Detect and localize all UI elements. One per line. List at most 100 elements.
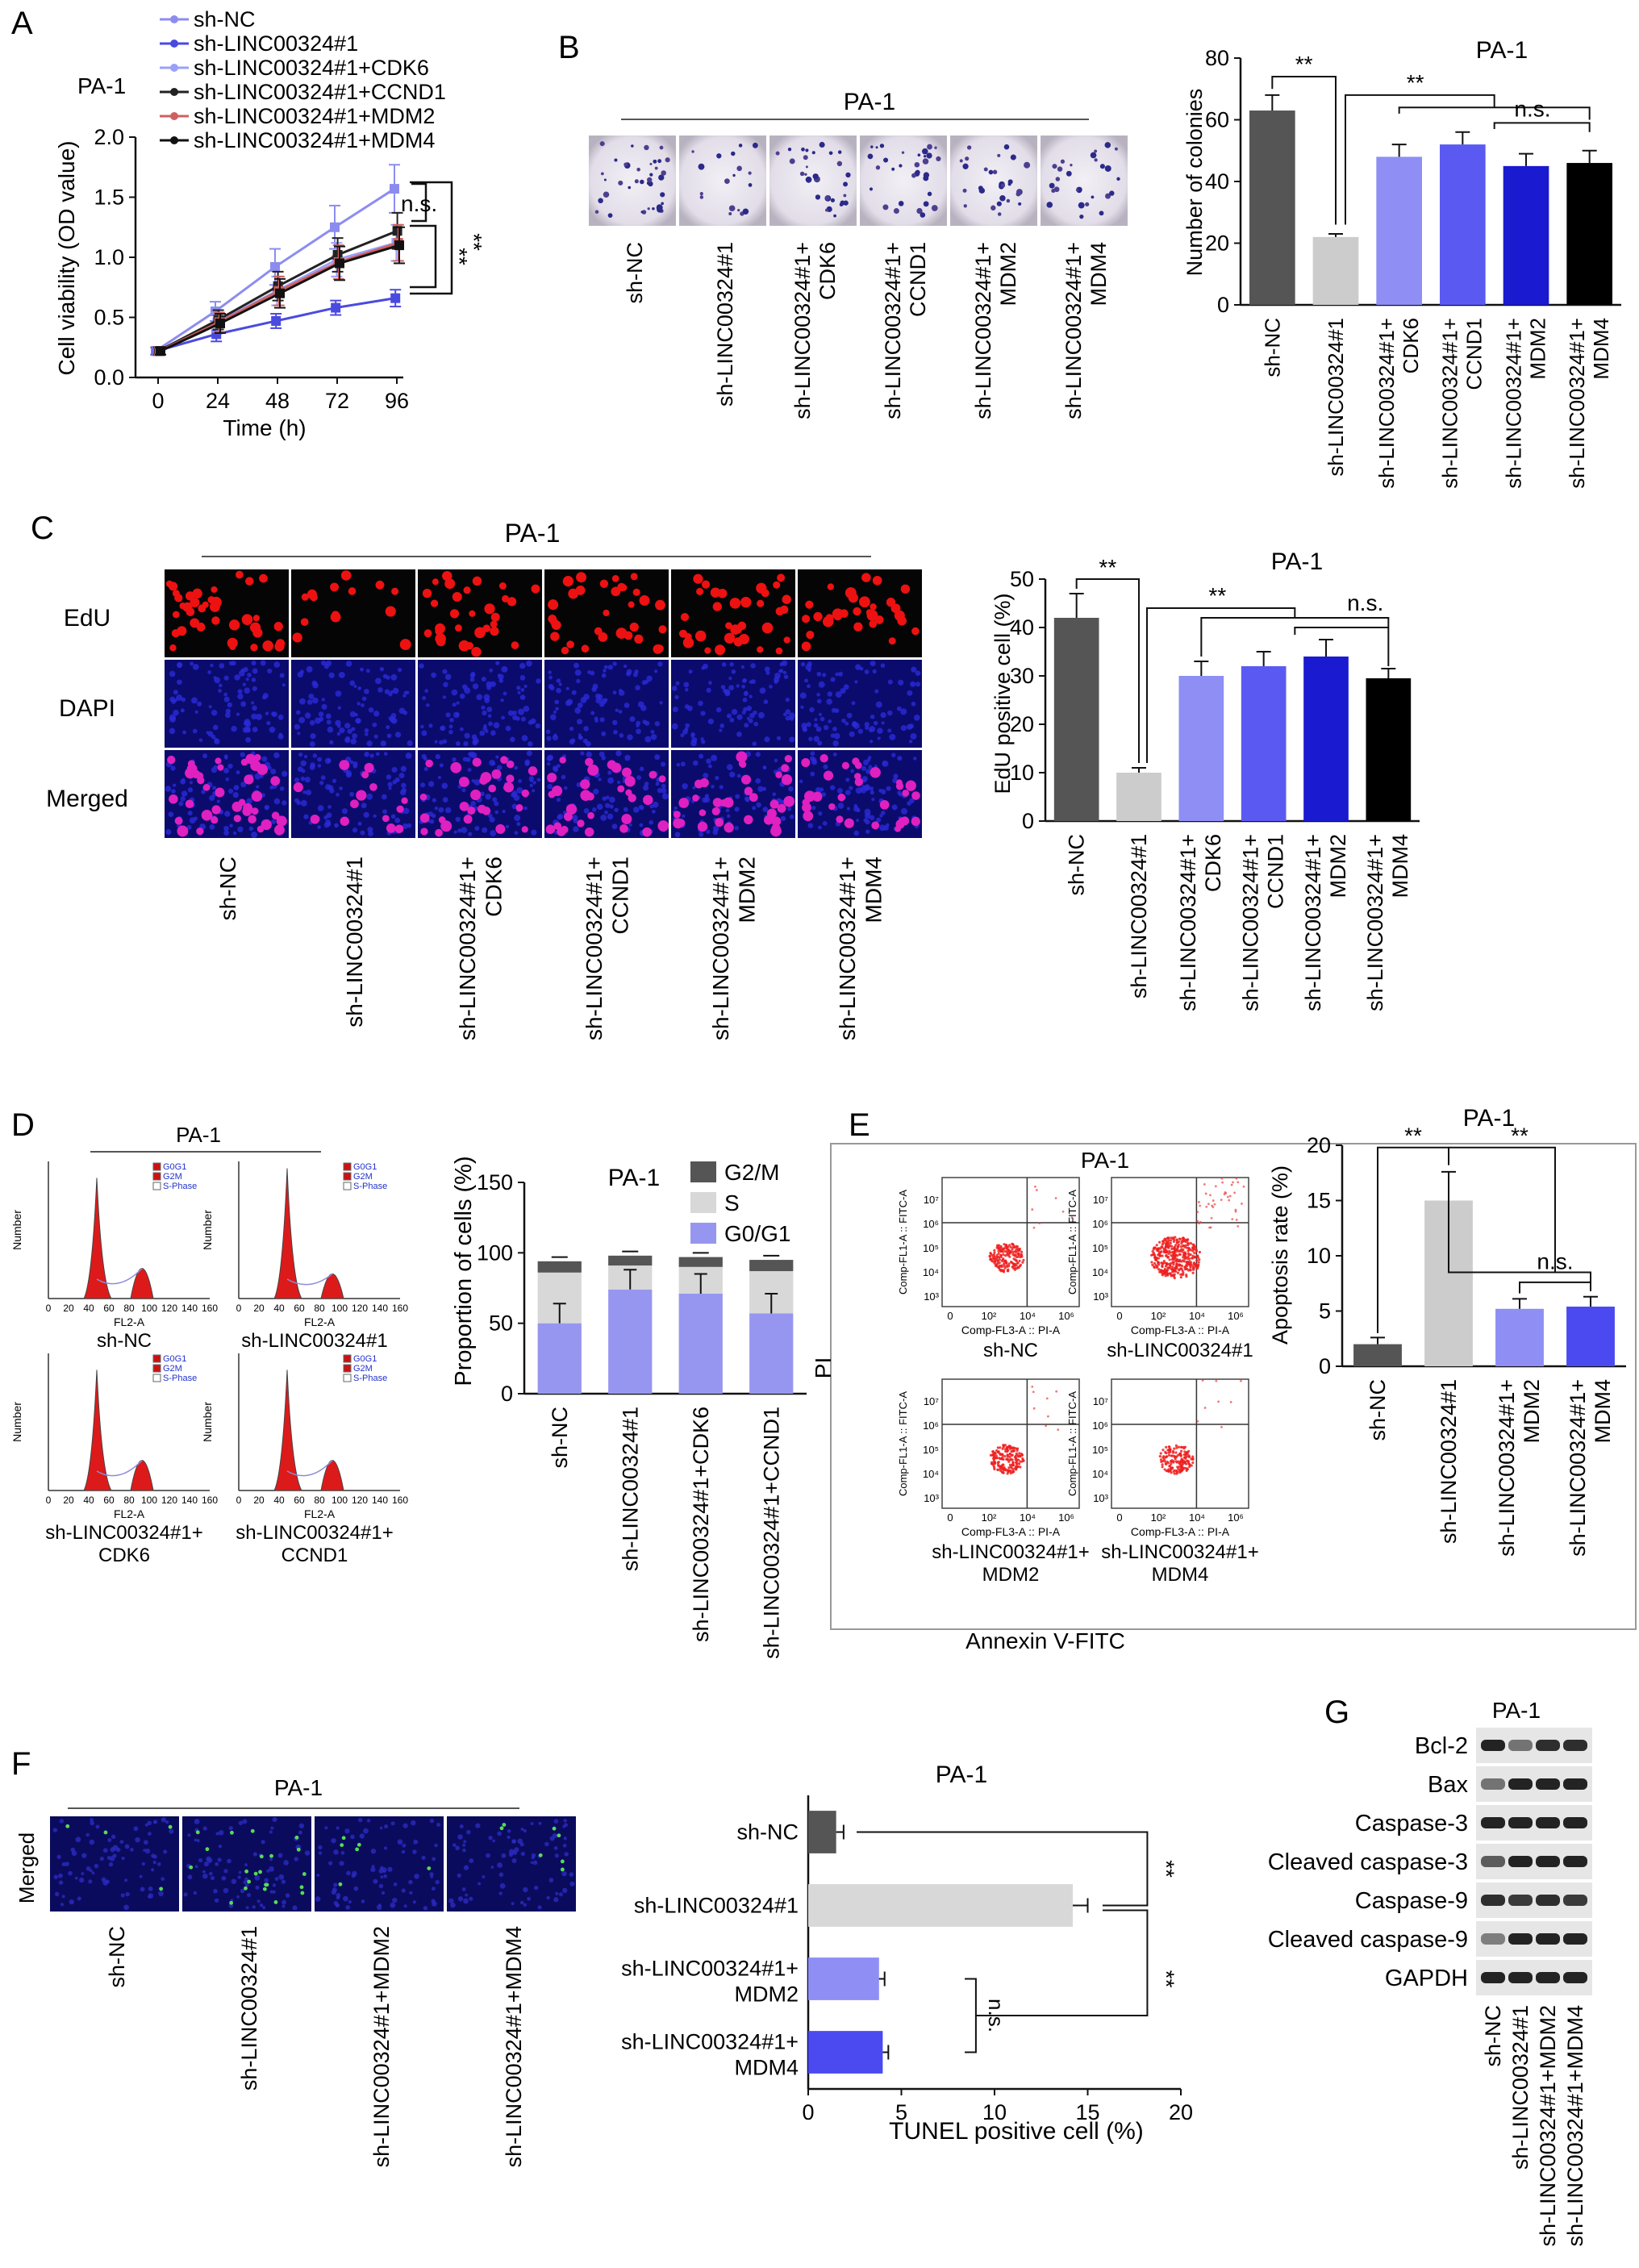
dapi-nucleus: [701, 740, 706, 744]
category-label: sh-LINC00324#1+MDM4: [1565, 318, 1613, 489]
flow-event: [1170, 1244, 1174, 1248]
dapi-nucleus: [345, 661, 352, 667]
dapi-nucleus: [70, 1847, 75, 1853]
edu-nucleus: [781, 773, 793, 786]
dapi-nucleus: [636, 775, 641, 781]
legend-marker: [170, 15, 178, 23]
flow-y-tick: 10⁷: [1093, 1395, 1108, 1407]
dapi-nucleus: [161, 1877, 165, 1882]
dapi-nucleus: [650, 730, 655, 734]
dapi-nucleus: [352, 761, 358, 766]
y-tick-label: 0: [1319, 1354, 1331, 1378]
edu-nucleus: [777, 803, 786, 813]
dapi-nucleus: [609, 796, 615, 803]
dapi-nucleus: [483, 694, 490, 701]
dapi-nucleus: [885, 823, 890, 828]
tunel-positive-cell: [230, 1830, 234, 1835]
dapi-nucleus: [252, 705, 257, 711]
dapi-nucleus: [816, 671, 822, 677]
panel-a-line-chart: PA-1 sh-NCsh-LINC00324#1sh-LINC00324#1+C…: [54, 7, 486, 440]
dapi-nucleus: [341, 808, 348, 815]
edu-nucleus: [805, 600, 814, 609]
colony: [787, 148, 792, 152]
edu-nucleus: [292, 632, 302, 643]
flow-y-tick: 10³: [1093, 1290, 1108, 1303]
blot-band: [1508, 1895, 1533, 1906]
flow-event: [1153, 1265, 1156, 1269]
dapi-nucleus: [780, 815, 786, 821]
edu-nucleus: [900, 584, 911, 594]
flow-event: [1187, 1248, 1191, 1252]
dapi-nucleus: [772, 792, 777, 797]
dapi-nucleus: [530, 718, 536, 724]
hist-x-label: FL2-A: [304, 1507, 336, 1520]
edu-nucleus: [454, 624, 462, 632]
category-label-line: MDM2: [1520, 1379, 1544, 1444]
dapi-nucleus: [618, 690, 625, 696]
flow-x-tick: 10²: [1151, 1511, 1166, 1524]
flow-event: [1010, 1449, 1013, 1453]
dapi-nucleus: [252, 686, 257, 691]
dapi-nucleus: [891, 804, 898, 811]
dapi-nucleus: [214, 1898, 219, 1903]
flow-event-apoptotic: [1196, 1219, 1199, 1223]
colony: [661, 170, 666, 176]
dapi-nucleus: [228, 1825, 233, 1831]
dapi-nucleus: [520, 1828, 524, 1831]
edu-nucleus: [207, 596, 215, 604]
colony: [965, 156, 970, 161]
hist-y-label: Number: [10, 1210, 23, 1250]
dapi-nucleus: [197, 701, 202, 707]
dapi-nucleus: [489, 668, 494, 673]
edu-nucleus: [911, 816, 920, 827]
image-label: sh-NC: [215, 857, 240, 920]
flow-event-apoptotic: [1196, 1420, 1199, 1423]
edu-nucleus: [813, 611, 823, 622]
dapi-nucleus: [194, 1838, 198, 1842]
dapi-nucleus: [207, 670, 211, 674]
dapi-nucleus: [715, 775, 719, 781]
dapi-nucleus: [783, 674, 789, 679]
dapi-nucleus: [259, 1903, 264, 1907]
category-label: sh-LINC00324#1+: [621, 2030, 799, 2054]
flow-x-tick: 10²: [982, 1511, 997, 1524]
colony: [728, 205, 736, 212]
dapi-nucleus: [725, 808, 730, 813]
dapi-nucleus: [123, 1904, 129, 1911]
dapi-nucleus: [757, 711, 765, 719]
edu-nucleus: [701, 580, 711, 589]
lane-label: sh-LINC00324#1+MDM2: [1536, 2005, 1560, 2246]
edu-nucleus: [250, 760, 261, 771]
dapi-nucleus: [519, 1900, 524, 1905]
edu-nucleus: [548, 790, 556, 798]
dapi-nucleus: [706, 829, 711, 834]
tunel-positive-cell: [552, 1826, 557, 1831]
bar-2: [1312, 236, 1359, 305]
dapi-nucleus: [526, 660, 532, 667]
dapi-nucleus: [277, 733, 284, 740]
hist-legend-entry: S-Phase: [163, 1182, 197, 1191]
bar-4: [1440, 144, 1486, 305]
flow-event: [1001, 1269, 1004, 1273]
x-tick-label: 5: [895, 2100, 907, 2124]
edu-nucleus: [386, 823, 396, 833]
category-label: sh-LINC00324#1+CDK6: [689, 1407, 713, 1642]
dapi-nucleus: [317, 805, 324, 811]
flow-event: [1169, 1241, 1172, 1244]
panel-a-y-ticks: 0.00.51.01.52.0: [94, 125, 136, 390]
dapi-nucleus: [339, 786, 343, 790]
flow-event-apoptotic: [1035, 1189, 1038, 1191]
flow-sample-label: sh-LINC00324#1+: [932, 1541, 1089, 1563]
hist-y-label: Number: [201, 1402, 214, 1442]
dapi-nucleus: [859, 666, 864, 671]
y-tick-label: 0.0: [94, 365, 124, 390]
flow-event: [1178, 1237, 1181, 1240]
dapi-nucleus: [373, 711, 380, 717]
flow-x-tick: 0: [947, 1310, 953, 1322]
dapi-nucleus: [889, 733, 896, 740]
colony: [654, 166, 658, 170]
edu-nucleus: [599, 579, 609, 588]
dapi-nucleus: [317, 757, 323, 762]
flow-event: [1178, 1260, 1182, 1263]
